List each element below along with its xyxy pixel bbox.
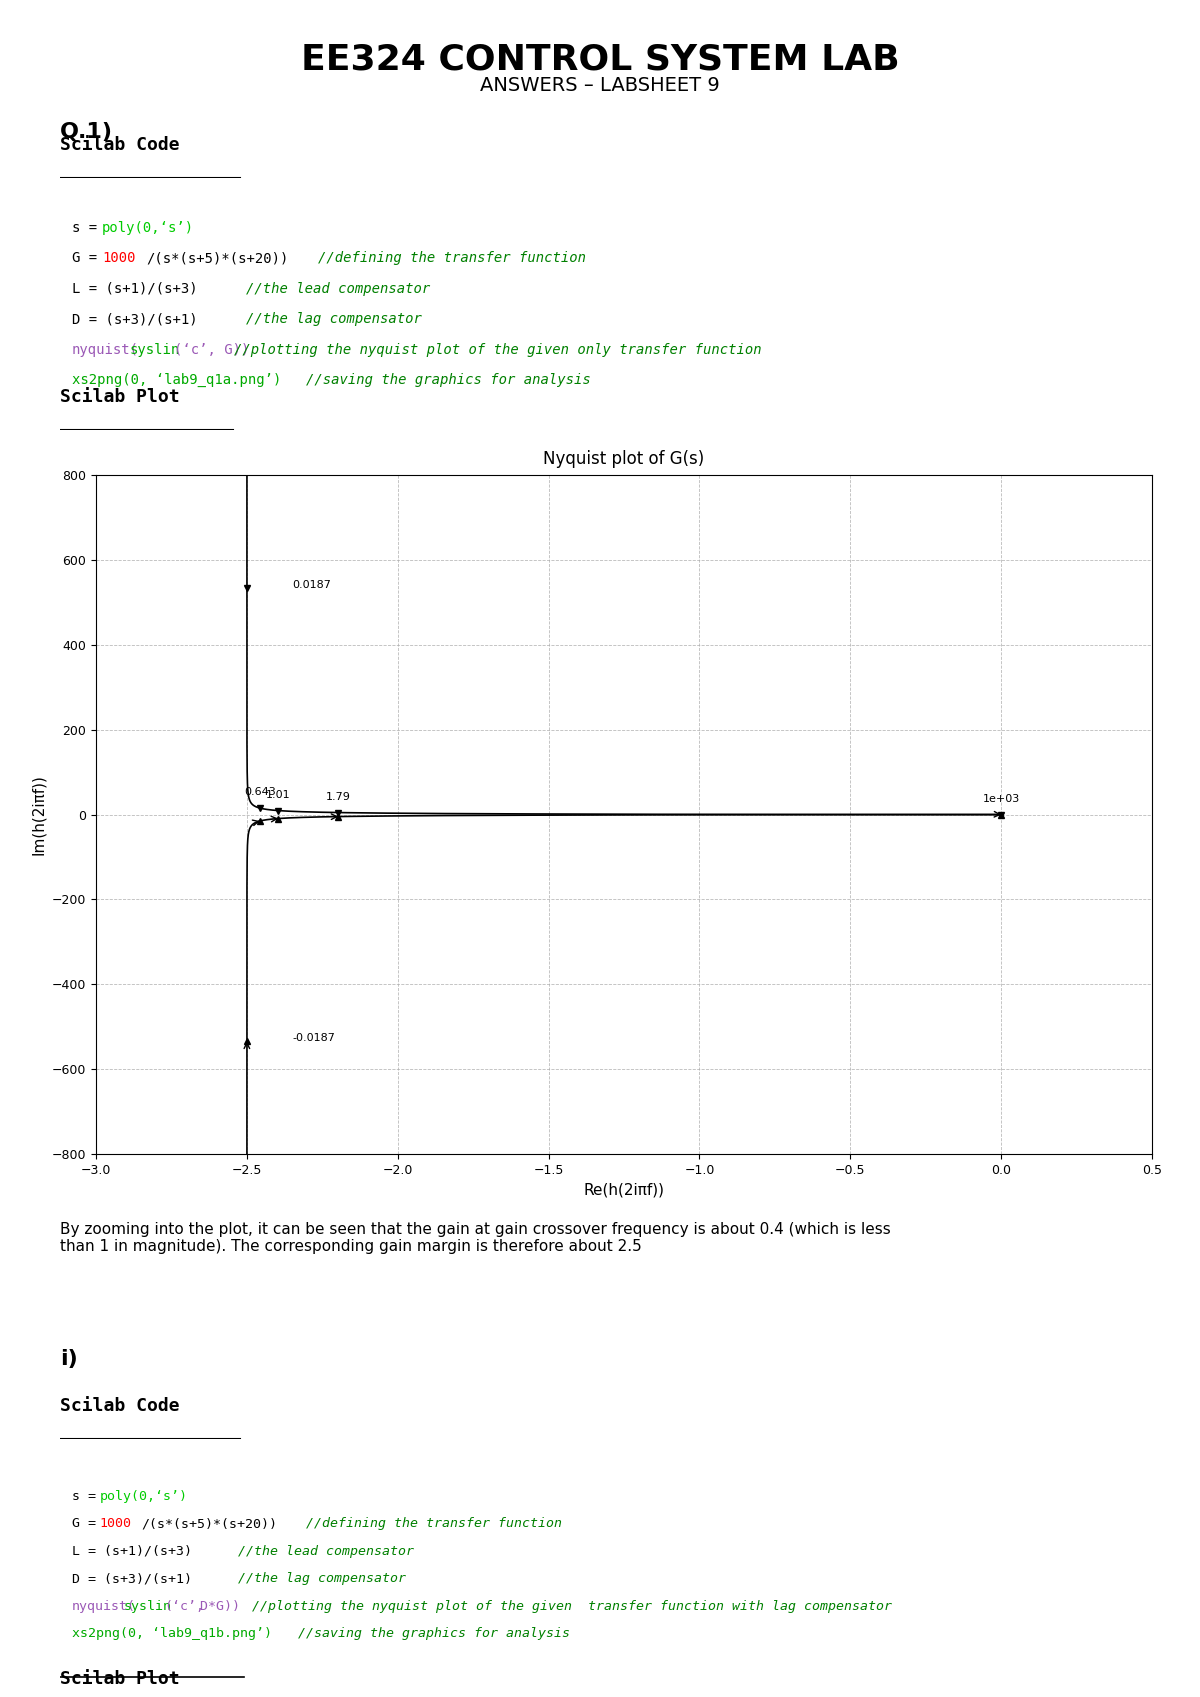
Text: //the lead compensator: //the lead compensator xyxy=(246,282,431,295)
Text: 1e+03: 1e+03 xyxy=(983,794,1020,804)
Text: 1000: 1000 xyxy=(102,251,136,265)
Text: //saving the graphics for analysis: //saving the graphics for analysis xyxy=(306,373,590,387)
Text: syslin: syslin xyxy=(130,343,180,356)
Text: i): i) xyxy=(60,1349,78,1369)
Text: 1.01: 1.01 xyxy=(266,789,290,799)
Text: poly(0,‘s’): poly(0,‘s’) xyxy=(100,1490,187,1504)
Text: Scilab Plot: Scilab Plot xyxy=(60,389,180,406)
Text: By zooming into the plot, it can be seen that the gain at gain crossover frequen: By zooming into the plot, it can be seen… xyxy=(60,1222,890,1254)
Text: ANSWERS – LABSHEET 9: ANSWERS – LABSHEET 9 xyxy=(480,76,720,95)
Text: //saving the graphics for analysis: //saving the graphics for analysis xyxy=(298,1627,570,1641)
Text: poly(0,‘s’): poly(0,‘s’) xyxy=(102,221,194,234)
Text: //the lag compensator: //the lag compensator xyxy=(246,312,422,326)
Text: nyquist(: nyquist( xyxy=(72,1600,136,1612)
Text: //the lag compensator: //the lag compensator xyxy=(238,1573,406,1585)
Text: (‘c’, G)): (‘c’, G)) xyxy=(174,343,250,356)
Text: L = (s+1)/(s+3): L = (s+1)/(s+3) xyxy=(72,1544,192,1558)
Text: G =: G = xyxy=(72,1517,104,1531)
Text: Scilab Plot: Scilab Plot xyxy=(60,1670,180,1689)
Text: nyquist(: nyquist( xyxy=(72,343,139,356)
Text: /(s*(s+5)*(s+20)): /(s*(s+5)*(s+20)) xyxy=(146,251,289,265)
Text: EE324 CONTROL SYSTEM LAB: EE324 CONTROL SYSTEM LAB xyxy=(301,42,899,76)
X-axis label: Re(h(2iπf)): Re(h(2iπf)) xyxy=(583,1183,665,1198)
Text: 0.0187: 0.0187 xyxy=(292,580,331,589)
Text: G =: G = xyxy=(72,251,106,265)
Text: /(s*(s+5)*(s+20)): /(s*(s+5)*(s+20)) xyxy=(142,1517,277,1531)
Text: -0.0187: -0.0187 xyxy=(292,1033,335,1044)
Text: D = (s+3)/(s+1): D = (s+3)/(s+1) xyxy=(72,1573,192,1585)
Text: xs2png(0, ‘lab9_q1b.png’): xs2png(0, ‘lab9_q1b.png’) xyxy=(72,1627,272,1641)
Text: (‘c’,: (‘c’, xyxy=(164,1600,204,1612)
Text: Scilab Code: Scilab Code xyxy=(60,136,180,154)
Text: //defining the transfer function: //defining the transfer function xyxy=(306,1517,562,1531)
Title: Nyquist plot of G(s): Nyquist plot of G(s) xyxy=(544,450,704,468)
Y-axis label: Im(h(2iπf)): Im(h(2iπf)) xyxy=(31,774,47,855)
Text: syslin: syslin xyxy=(124,1600,172,1612)
Text: 0.643: 0.643 xyxy=(244,787,276,798)
Text: Q.1): Q.1) xyxy=(60,122,113,143)
Text: 1.79: 1.79 xyxy=(325,792,350,801)
Text: //plotting the nyquist plot of the given only transfer function: //plotting the nyquist plot of the given… xyxy=(234,343,762,356)
Text: Scilab Code: Scilab Code xyxy=(60,1397,180,1415)
Text: //the lead compensator: //the lead compensator xyxy=(238,1544,414,1558)
Text: s =: s = xyxy=(72,221,106,234)
Text: D = (s+3)/(s+1): D = (s+3)/(s+1) xyxy=(72,312,198,326)
Text: xs2png(0, ‘lab9_q1a.png’): xs2png(0, ‘lab9_q1a.png’) xyxy=(72,373,281,387)
Text: s =: s = xyxy=(72,1490,104,1504)
Text: L = (s+1)/(s+3): L = (s+1)/(s+3) xyxy=(72,282,198,295)
Text: //defining the transfer function: //defining the transfer function xyxy=(318,251,586,265)
Text: 1000: 1000 xyxy=(100,1517,132,1531)
Text: D*G)): D*G)) xyxy=(192,1600,240,1612)
Text: //plotting the nyquist plot of the given  transfer function with lag compensator: //plotting the nyquist plot of the given… xyxy=(252,1600,892,1612)
